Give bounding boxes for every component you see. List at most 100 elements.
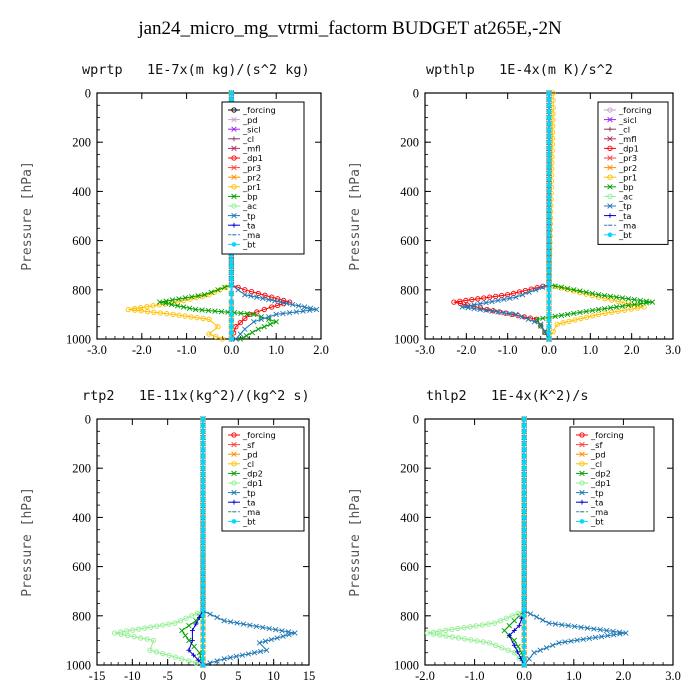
data-point: [195, 657, 201, 663]
legend-label: _tp: [242, 211, 256, 221]
data-point: [237, 319, 244, 326]
legend-label: _dp1: [242, 153, 263, 163]
data-point: [613, 304, 620, 310]
legend-item: _bt: [228, 517, 256, 527]
data-point: [601, 292, 608, 299]
series-dp1: [112, 416, 206, 668]
legend-label: _ta: [618, 211, 632, 221]
data-point: [521, 650, 527, 655]
legend-marker: [579, 519, 585, 524]
data-point: [160, 622, 166, 628]
data-point: [201, 292, 208, 298]
data-point: [242, 287, 248, 293]
data-point: [262, 638, 269, 644]
series-bt: [521, 416, 527, 668]
data-point: [193, 621, 199, 627]
data-point: [546, 213, 552, 219]
data-point: [583, 289, 589, 295]
data-point: [247, 622, 253, 628]
data-point: [182, 632, 189, 639]
legend: _forcing_sf_pd_cl_dp2_dp1_tp_ta_ma_bt: [569, 426, 655, 532]
data-point: [136, 626, 142, 632]
data-point: [280, 310, 286, 317]
legend-label: _sf: [590, 440, 603, 450]
x-tick-label: 2.0: [616, 669, 632, 683]
data-point: [521, 576, 527, 582]
data-point: [511, 628, 517, 633]
data-point: [200, 465, 206, 471]
x-tick-label: -1.0: [177, 343, 197, 357]
data-point: [477, 301, 483, 307]
data-point: [249, 329, 256, 336]
data-point: [552, 313, 558, 320]
data-point: [174, 303, 181, 309]
data-point: [538, 321, 544, 327]
data-point: [546, 312, 552, 317]
x-tick-label: -2.0: [456, 343, 476, 357]
data-point: [461, 625, 467, 631]
legend-marker: [231, 174, 237, 180]
data-point: [300, 308, 306, 314]
data-point: [564, 311, 571, 318]
legend-marker: [579, 432, 585, 438]
data-point: [180, 304, 187, 310]
chart-panel-3: -2.0 -1.0 0.0 1.0 2.0 3.0 0 200 400 600 800 1000 Pre…: [348, 413, 681, 684]
data-point: [521, 429, 527, 434]
legend-item: _ta: [228, 220, 256, 230]
data-point: [190, 628, 195, 633]
data-point: [256, 640, 263, 646]
data-point: [200, 601, 206, 606]
legend-marker: [231, 222, 237, 228]
data-point: [118, 629, 124, 635]
data-point: [521, 619, 527, 625]
data-point: [229, 305, 234, 311]
data-point: [617, 631, 623, 637]
data-point: [546, 96, 552, 102]
panel-title-rtp2: rtp2 1E-11x(kg^2)/(kg^2 s): [82, 388, 310, 404]
data-point: [580, 636, 586, 643]
data-point: [501, 627, 508, 634]
data-point: [558, 284, 565, 291]
data-point: [546, 620, 552, 626]
data-point: [546, 195, 552, 200]
legend-box: [221, 426, 305, 532]
panel-title-thlp2: thlp2 1E-4x(K^2)/s: [426, 388, 589, 404]
data-point: [513, 294, 519, 300]
data-point: [239, 652, 246, 658]
data-point: [172, 620, 178, 626]
legend-item: _pd: [228, 115, 258, 125]
x-tick-label: 3.0: [665, 669, 681, 683]
data-point: [521, 638, 527, 643]
y-tick-label: 1000: [394, 333, 419, 347]
data-point: [531, 319, 538, 325]
x-tick-label: -2.0: [132, 343, 152, 357]
data-point: [533, 614, 540, 620]
y-tick-label: 600: [400, 560, 419, 574]
legend-item: _ta: [228, 497, 256, 507]
data-point: [148, 624, 154, 630]
data-point: [546, 299, 552, 305]
data-point: [293, 309, 300, 315]
data-point: [521, 582, 527, 588]
data-point: [623, 630, 629, 636]
legend-label: _ma: [242, 230, 260, 240]
data-point: [613, 294, 620, 300]
data-point: [221, 656, 227, 662]
data-point: [193, 618, 199, 624]
data-point: [200, 472, 206, 477]
data-point: [546, 176, 552, 182]
y-tick-label: 1000: [66, 333, 91, 347]
data-point: [643, 300, 650, 306]
y-tick-label: 0: [85, 87, 91, 101]
data-point: [169, 297, 176, 303]
legend-item: _bp: [604, 182, 634, 192]
data-point: [208, 289, 214, 295]
data-point: [521, 478, 527, 483]
y-tick-label: 800: [400, 609, 419, 623]
data-point: [219, 336, 226, 342]
data-point: [207, 611, 213, 617]
legend-marker: [607, 164, 613, 171]
data-point: [254, 309, 260, 315]
data-point: [248, 288, 255, 295]
data-point: [227, 619, 234, 625]
